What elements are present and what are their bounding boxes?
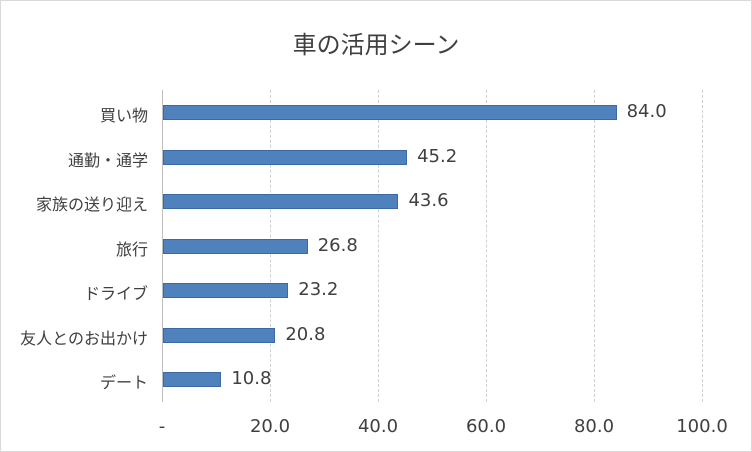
bar-row: 43.6 [162,179,702,223]
category-label: 買い物 [99,106,148,125]
gridline [378,90,379,402]
gridline [702,90,703,402]
x-tick-label: 60.0 [465,416,507,437]
bar [163,194,399,210]
data-label: 45.2 [417,145,458,167]
x-tick-label: - [158,416,166,437]
data-label: 20.8 [285,323,326,345]
category-label: 旅行 [115,239,148,259]
bar-row: 20.8 [162,313,702,357]
data-label: 10.8 [231,368,272,390]
bar [163,372,222,388]
gridline [486,90,487,402]
gridline [594,90,595,402]
bar-row: 45.2 [162,135,702,179]
category-label: デート [99,373,148,393]
bar [163,149,408,165]
bar [163,283,289,299]
bar-row: 23.2 [162,268,702,312]
x-tick-label: 100.0 [676,416,728,437]
data-label: 43.6 [408,190,449,212]
category-axis-line [162,90,163,402]
bar [163,327,276,343]
bar-row: 26.8 [162,224,702,268]
bar-row: 84.0 [162,90,702,134]
plot-area: 84.0 45.2 43.6 26.8 23.2 20.8 10.8 [162,90,703,402]
data-label: 23.2 [298,279,339,301]
x-tick-label: 40.0 [357,416,399,437]
x-tick-label: 80.0 [573,416,615,437]
category-label: 家族の送り迎え [35,195,148,215]
bar [163,238,308,254]
bar-row: 10.8 [162,357,702,401]
category-label: 通勤・通学 [67,150,148,170]
bar [163,105,617,120]
category-label: ドライブ [83,284,148,304]
data-label: 84.0 [626,101,667,122]
data-label: 26.8 [317,234,358,256]
chart-title: 車の活用シーン [292,31,460,59]
x-tick-label: 20.0 [249,416,291,437]
category-label: 友人とのお出かけ [20,328,148,348]
